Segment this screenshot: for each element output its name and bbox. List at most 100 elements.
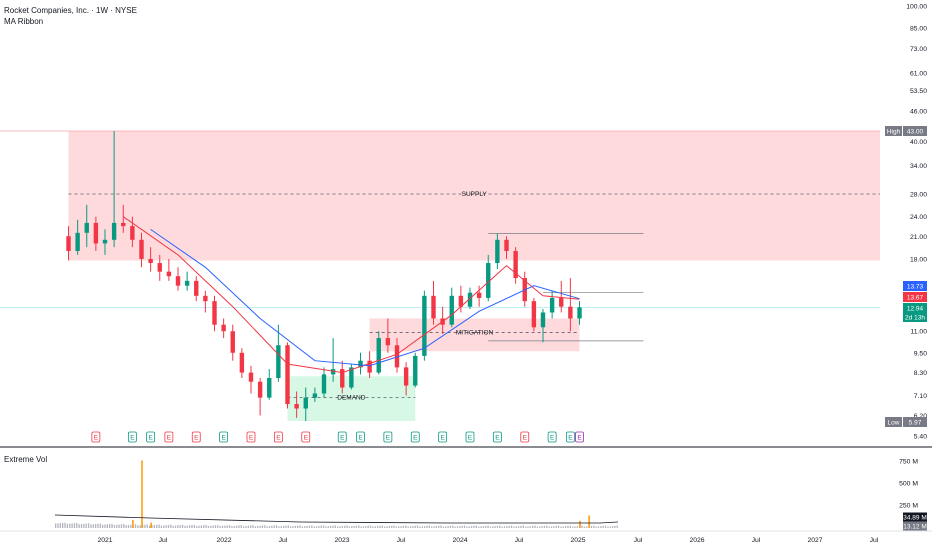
earnings-marker [127,431,137,443]
volume-bar [419,526,421,528]
volume-bar [172,525,174,528]
volume-bar [90,524,92,528]
volume-bar [252,525,254,528]
volume-bar [198,525,200,528]
volume-bar [334,525,336,528]
price-tag-label: High [887,128,901,135]
price-tag-bg [903,303,927,313]
earnings-marker [301,431,311,443]
candle-body [403,367,409,386]
volume-bar [240,525,242,528]
earnings-marker [219,431,229,443]
price-axis-label: 5.40 [914,434,927,441]
volume-spike-bar [132,519,134,528]
volume-bar [562,526,564,528]
earnings-marker-label: E [568,435,573,442]
time-axis-label: 2021 [97,537,112,544]
price-tag-value: 13.73 [907,283,924,290]
volume-bar [449,525,452,528]
volume-bar [534,525,536,528]
volume-bar [431,526,433,528]
volume-bar [71,523,73,528]
volume-bar [416,525,419,528]
volume-bar [73,523,76,528]
volume-bar [66,523,69,528]
candle-body [166,271,172,277]
candle-body [549,297,555,313]
earnings-marker-label: E [304,435,309,442]
volume-bar [428,525,430,528]
candle-body [330,369,336,375]
earnings-marker-label: E [495,435,500,442]
price-tag-value: 13.67 [907,294,924,301]
volume-bar [344,525,346,528]
volume-bar [576,526,578,528]
volume-bar [522,525,524,528]
volume-bar [235,525,238,528]
price-axis-label: 34.00 [910,163,927,170]
indicator-label[interactable]: MA Ribbon [4,17,44,26]
volume-axis-label: 500 M [899,481,918,488]
volume-bar [440,525,442,528]
candle-body [230,331,235,353]
candle-body [257,381,263,398]
volume-indicator-label[interactable]: Extreme Vol [4,455,48,464]
volume-bar [475,525,477,528]
volume-bar [426,525,428,528]
volume-bar [167,524,170,528]
time-axis-label: Jul [397,537,406,544]
volume-bar [158,524,160,528]
volume-bar [104,524,106,528]
volume-bar [527,526,529,528]
candle-body [495,239,500,264]
earnings-marker-label: E [94,435,99,442]
volume-bar [372,526,374,528]
volume-bar [473,525,475,528]
earnings-marker [492,431,502,443]
earnings-marker [164,431,174,443]
earnings-marker-label: E [148,435,153,442]
candle-body [157,263,162,272]
earnings-marker [465,431,475,443]
volume-bar [402,525,405,528]
candle-body [340,369,345,388]
candle-body [285,345,290,405]
volume-axis-label: 250 M [899,503,918,510]
earnings-marker [410,431,420,443]
volume-bar [282,525,285,528]
candle-body [413,355,418,386]
volume-bar [290,526,292,528]
volume-bar [228,525,231,528]
volume-bar [165,525,167,528]
volume-bar [83,523,85,528]
volume-bar [466,526,468,528]
candle-body [212,301,217,325]
candle-body [121,222,126,227]
volume-bar [374,526,376,528]
volume-bar [125,525,127,528]
price-axis-label: 18.00 [910,256,927,263]
zone-label-supply: SUPPLY [462,191,488,198]
volume-bar [499,525,501,528]
earnings-marker [547,431,557,443]
volume-bar [257,526,259,528]
volume-bar [106,524,108,528]
volume-bar [123,524,125,528]
volume-bar [604,525,607,528]
volume-bar [174,525,177,528]
volume-bar [407,526,409,528]
volume-bar [600,526,602,528]
earnings-marker-label: E [130,435,135,442]
time-axis-label: 2023 [334,537,349,544]
volume-bar [179,525,181,528]
price-axis-label: 85.00 [910,25,927,32]
candle-body [376,338,381,373]
volume-bar [226,525,228,528]
volume-bar [301,526,304,528]
volume-tag-bg [903,512,927,522]
price-axis-label: 8.30 [914,370,927,377]
volume-bar [548,526,550,528]
price-tag-value: 43.00 [907,128,924,135]
volume-bar [560,526,562,528]
